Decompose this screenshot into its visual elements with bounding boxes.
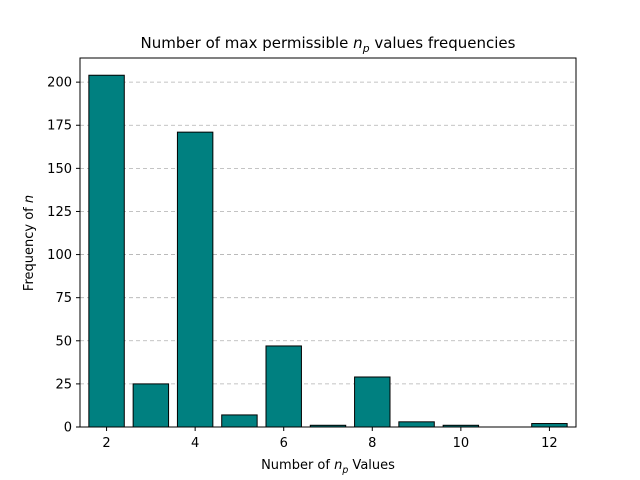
bar-5 xyxy=(221,414,258,428)
x-tick-label: 8 xyxy=(368,436,376,451)
bar-8 xyxy=(354,376,391,428)
x-tick-label: 6 xyxy=(280,436,288,451)
y-tick-label: 150 xyxy=(47,162,72,177)
x-tick-label: 12 xyxy=(541,436,558,451)
y-tick-label: 175 xyxy=(47,119,72,134)
bar-12 xyxy=(531,423,568,428)
y-tick-label: 75 xyxy=(55,291,72,306)
x-ticks: 2 4 6 8 10 12 xyxy=(102,427,558,451)
bars xyxy=(88,74,568,428)
y-tick-label: 25 xyxy=(55,377,72,392)
y-tick-label: 200 xyxy=(47,76,72,91)
bar-2 xyxy=(88,74,125,428)
plot-frame xyxy=(79,57,577,428)
y-tick-label: 50 xyxy=(55,334,72,349)
grid xyxy=(80,81,576,428)
x-axis-label: Number of np Values xyxy=(261,458,395,476)
y-tick-label: 125 xyxy=(47,205,72,220)
x-tick-label: 4 xyxy=(191,436,199,451)
x-tick-label: 2 xyxy=(102,436,110,451)
chart-title: Number of max permissible np values freq… xyxy=(141,34,516,55)
y-axis-label: Frequency of n xyxy=(22,195,37,291)
bar-9 xyxy=(398,421,435,428)
bar-4 xyxy=(176,131,214,428)
y-tick-label: 0 xyxy=(64,421,72,436)
bar-3 xyxy=(132,383,170,428)
y-tick-label: 100 xyxy=(47,248,72,263)
bar-6 xyxy=(265,345,302,428)
y-ticks: 0 25 50 75 100 125 150 175 200 xyxy=(47,76,80,436)
x-tick-label: 10 xyxy=(453,436,470,451)
